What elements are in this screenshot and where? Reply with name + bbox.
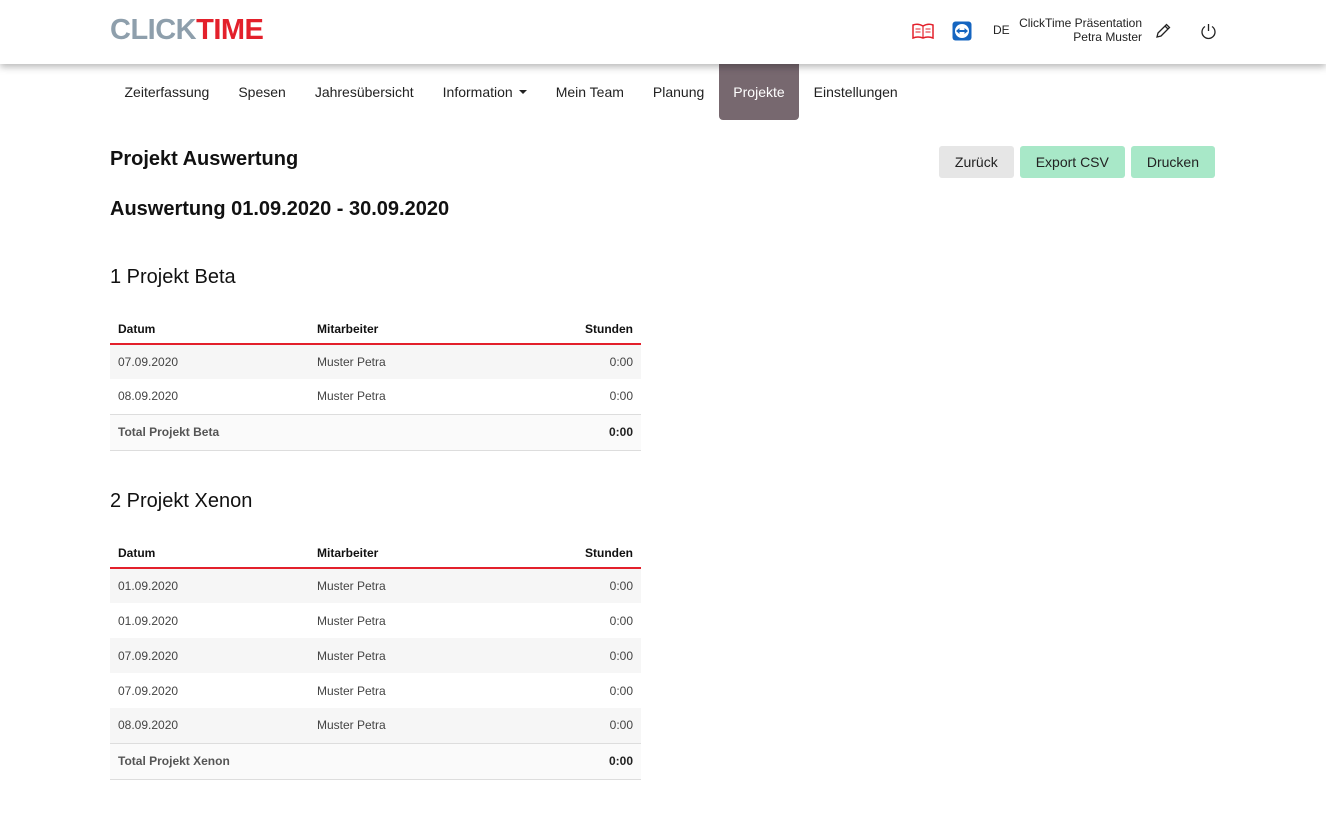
cell-employee: Muster Petra [309,568,499,603]
top-header: CLICKTIME DE ClickTime Präsentation Petr… [0,0,1326,64]
nav-information-label: Information [442,84,513,100]
cell-date: 07.09.2020 [118,683,179,698]
power-icon[interactable] [1197,20,1219,42]
page-title: Projekt Auswertung [110,148,299,170]
cell-employee: Muster Petra [317,389,386,404]
cell-hours: 0:00 [609,389,633,404]
cell-date: 07.09.2020 [110,638,309,673]
company-name: ClickTime Präsentation [1019,16,1142,30]
main-nav: Zeiterfassung Spesen Jahresübersicht Inf… [110,56,912,120]
table-header-row: Datum Mitarbeiter Stunden [110,538,641,569]
table-row: 01.09.2020 Muster Petra 0:00 [110,603,641,638]
cell-date: 08.09.2020 [110,708,309,743]
back-button[interactable]: Zurück [938,146,1014,178]
project-title: 2 Projekt Xenon [110,490,253,512]
cell-employee: Muster Petra [309,344,499,379]
cell-hours: 0:00 [498,708,641,743]
nav-projekte[interactable]: Projekte [718,56,800,120]
table-row: 07.09.2020 Muster Petra 0:00 [110,673,641,708]
table-row: 07.09.2020 Muster Petra 0:00 [110,344,641,379]
table-row: 08.09.2020 Muster Petra 0:00 [110,379,641,414]
cell-date: 01.09.2020 [118,613,179,628]
cell-hours: 0:00 [498,344,641,379]
cell-employee: Muster Petra [309,638,499,673]
table-header-row: Datum Mitarbeiter Stunden [110,314,641,345]
export-csv-button[interactable]: Export CSV [1019,146,1125,178]
total-row: Total Projekt Beta 0:00 [110,413,641,451]
total-spacer [309,742,499,780]
column-header-mitarbeiter: Mitarbeiter [309,538,499,569]
total-spacer [309,413,499,451]
project-table: Datum Mitarbeiter Stunden 07.09.2020 Mus… [110,314,641,451]
total-hours: 0:00 [498,413,641,451]
project-title: 1 Projekt Beta [110,266,236,288]
pencil-icon[interactable] [1152,20,1174,42]
cell-hours: 0:00 [609,613,633,628]
column-header-stunden: Stunden [498,538,641,569]
book-icon[interactable] [912,20,934,42]
nav-information[interactable]: Information [428,64,541,120]
nav-mein-team[interactable]: Mein Team [555,84,624,100]
total-row: Total Projekt Xenon 0:00 [110,742,641,780]
cell-employee: Muster Petra [309,708,499,743]
nav-zeiterfassung[interactable]: Zeiterfassung [124,84,210,100]
teamviewer-icon[interactable] [951,20,973,42]
cell-date: 08.09.2020 [118,389,179,404]
cell-hours: 0:00 [609,683,633,698]
print-button[interactable]: Drucken [1130,146,1215,178]
cell-hours: 0:00 [498,568,641,603]
user-name: Petra Muster [1073,30,1142,44]
user-info: ClickTime Präsentation Petra Muster [1019,16,1142,44]
clicktime-logo[interactable]: CLICKTIME [110,14,264,46]
project-section: 2 Projekt Xenon Datum Mitarbeiter Stunde… [110,490,641,780]
logo-click: CLICK [110,14,197,46]
project-section: 1 Projekt Beta Datum Mitarbeiter Stunden… [110,266,641,451]
action-buttons: Zurück Export CSV Drucken [938,146,1215,178]
report-range-title: Auswertung 01.09.2020 - 30.09.2020 [110,198,450,220]
cell-date: 01.09.2020 [110,568,309,603]
project-table: Datum Mitarbeiter Stunden 01.09.2020 Mus… [110,538,641,780]
total-label: Total Projekt Xenon [110,742,309,780]
nav-planung[interactable]: Planung [652,84,705,100]
nav-jahresuebersicht[interactable]: Jahresübersicht [314,84,414,100]
cell-employee: Muster Petra [317,683,386,698]
column-header-stunden: Stunden [498,314,641,345]
table-row: 08.09.2020 Muster Petra 0:00 [110,708,641,743]
nav-spesen[interactable]: Spesen [238,84,286,100]
logo-time: TIME [196,14,264,46]
language-selector[interactable]: DE [993,23,1010,37]
cell-date: 07.09.2020 [110,344,309,379]
total-label: Total Projekt Beta [110,413,309,451]
table-row: 01.09.2020 Muster Petra 0:00 [110,568,641,603]
column-header-datum: Datum [110,538,309,569]
caret-down-icon [518,90,527,94]
column-header-datum: Datum [110,314,309,345]
total-hours: 0:00 [498,742,641,780]
nav-einstellungen[interactable]: Einstellungen [813,84,898,100]
column-header-mitarbeiter: Mitarbeiter [309,314,499,345]
cell-hours: 0:00 [498,638,641,673]
table-row: 07.09.2020 Muster Petra 0:00 [110,638,641,673]
cell-employee: Muster Petra [317,613,386,628]
